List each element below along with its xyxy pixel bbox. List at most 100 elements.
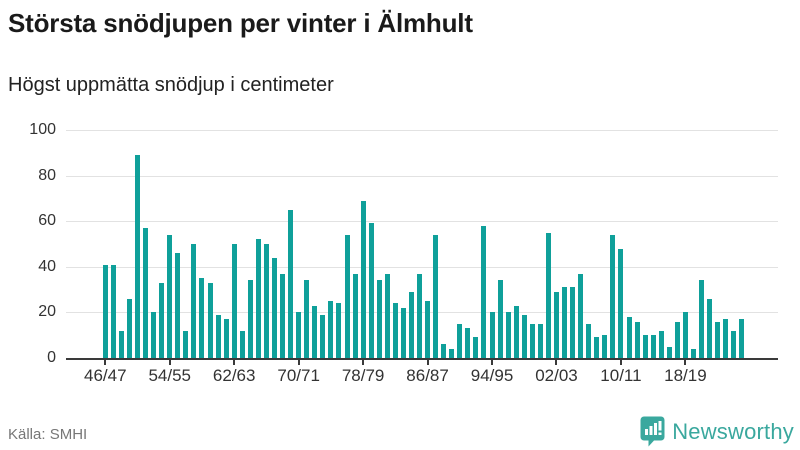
chart-subtitle: Högst uppmätta snödjup i centimeter xyxy=(8,74,334,96)
bar-58/59 xyxy=(199,278,205,358)
x-tick-54/55 xyxy=(168,359,171,365)
bar-54/55 xyxy=(167,234,173,358)
bar-61/62 xyxy=(223,319,229,358)
y-axis-label-100: 100 xyxy=(29,121,56,138)
y-axis-label-60: 60 xyxy=(38,212,56,230)
bar-25/26 xyxy=(739,319,745,358)
bar-98/99 xyxy=(521,314,527,358)
bar-62/63 xyxy=(231,244,237,358)
y-axis-label-20: 20 xyxy=(38,303,56,321)
bar-78/79 xyxy=(360,200,366,358)
bar-95/96 xyxy=(497,280,503,358)
x-axis-label-86/87: 86/87 xyxy=(406,366,449,385)
brand-name: Newsworthy xyxy=(672,418,794,444)
snow-depth-bar-chart: 0 20 40 60 80 100 46/47 54/55 62/63 70/71 78/79 86/… xyxy=(29,121,778,385)
newsworthy-badge-icon xyxy=(640,416,665,447)
bar-75/76 xyxy=(336,303,342,358)
bar-92/93 xyxy=(473,337,479,358)
bar-00/01 xyxy=(537,323,543,358)
bar-71/72 xyxy=(304,280,310,358)
bar-76/77 xyxy=(344,234,350,358)
bar-68/69 xyxy=(280,273,286,358)
bar-13/14 xyxy=(642,335,648,358)
x-axis-label-54/55: 54/55 xyxy=(148,366,192,385)
bar-82/83 xyxy=(392,303,398,358)
bar-14/15 xyxy=(650,335,656,358)
bar-96/97 xyxy=(505,312,511,358)
bar-05/06 xyxy=(578,273,584,358)
gridline-y-40 xyxy=(66,266,778,268)
source-label: Källa: SMHI xyxy=(8,426,88,443)
gridline-y-60 xyxy=(66,221,778,223)
bar-20/21 xyxy=(699,280,705,358)
bar-46/47 xyxy=(102,264,108,358)
bar-91/92 xyxy=(465,328,471,358)
bar-21/22 xyxy=(707,298,713,358)
gridline-y-100 xyxy=(66,130,778,131)
bar-86/87 xyxy=(425,301,431,358)
bar-23/24 xyxy=(723,319,729,358)
y-axis-label-40: 40 xyxy=(38,257,56,275)
bar-79/80 xyxy=(368,223,374,358)
bar-51/52 xyxy=(143,228,149,358)
bar-01/02 xyxy=(545,232,551,358)
bar-49/50 xyxy=(126,298,132,358)
x-axis-label-10/11: 10/11 xyxy=(600,366,642,385)
bar-72/73 xyxy=(312,305,318,358)
bar-81/82 xyxy=(384,273,390,358)
bar-19/20 xyxy=(690,348,696,358)
bar-04/05 xyxy=(570,287,576,358)
bar-85/86 xyxy=(417,273,423,358)
bar-53/54 xyxy=(159,282,165,358)
bar-47/48 xyxy=(110,264,116,358)
bar-80/81 xyxy=(376,280,382,358)
bar-11/12 xyxy=(626,316,632,358)
bar-02/03 xyxy=(553,291,559,358)
bar-93/94 xyxy=(481,225,487,358)
bar-09/10 xyxy=(610,234,616,358)
bar-73/74 xyxy=(320,314,326,358)
bar-99/00 xyxy=(529,323,535,358)
bar-22/23 xyxy=(715,321,721,358)
bar-55/56 xyxy=(175,253,181,358)
bar-24/25 xyxy=(731,330,737,358)
x-tick-86/87 xyxy=(426,359,429,365)
x-axis-label-62/63: 62/63 xyxy=(212,366,256,385)
bar-50/51 xyxy=(135,155,141,358)
bar-57/58 xyxy=(191,244,197,358)
bar-83/84 xyxy=(400,307,406,358)
bar-87/88 xyxy=(433,234,439,358)
x-tick-78/79 xyxy=(362,359,365,365)
bar-88/89 xyxy=(441,344,447,358)
y-axis-label-0: 0 xyxy=(47,349,56,366)
gridline-y-80 xyxy=(66,175,778,177)
bar-70/71 xyxy=(296,312,302,358)
bar-12/13 xyxy=(634,321,640,358)
bar-90/91 xyxy=(457,323,463,358)
x-axis-label-02/03: 02/03 xyxy=(535,366,578,385)
bar-56/57 xyxy=(183,330,189,358)
page-title: Största snödjupen per vinter i Älmhult xyxy=(8,8,473,38)
bar-60/61 xyxy=(215,314,221,358)
bar-16/17 xyxy=(666,346,672,358)
bar-08/09 xyxy=(602,335,608,358)
bar-84/85 xyxy=(408,291,414,358)
y-axis-label-80: 80 xyxy=(38,166,56,184)
bar-63/64 xyxy=(239,330,245,358)
x-axis-label-46/47: 46/47 xyxy=(84,366,127,385)
bar-67/68 xyxy=(271,257,277,358)
bar-48/49 xyxy=(118,330,124,358)
x-tick-46/47 xyxy=(104,359,107,365)
bar-06/07 xyxy=(586,323,592,358)
bar-07/08 xyxy=(594,337,600,358)
newsworthy-logo: Newsworthy xyxy=(640,416,794,447)
bar-10/11 xyxy=(618,248,624,358)
footer: Källa: SMHI Newsworthy xyxy=(0,400,800,450)
x-axis-label-18/19: 18/19 xyxy=(664,366,707,385)
bar-94/95 xyxy=(489,312,495,358)
x-axis-label-70/71: 70/71 xyxy=(277,366,320,385)
bar-17/18 xyxy=(674,321,680,358)
bar-64/65 xyxy=(247,280,253,358)
bar-59/60 xyxy=(207,282,213,358)
x-axis-label-78/79: 78/79 xyxy=(341,366,385,385)
